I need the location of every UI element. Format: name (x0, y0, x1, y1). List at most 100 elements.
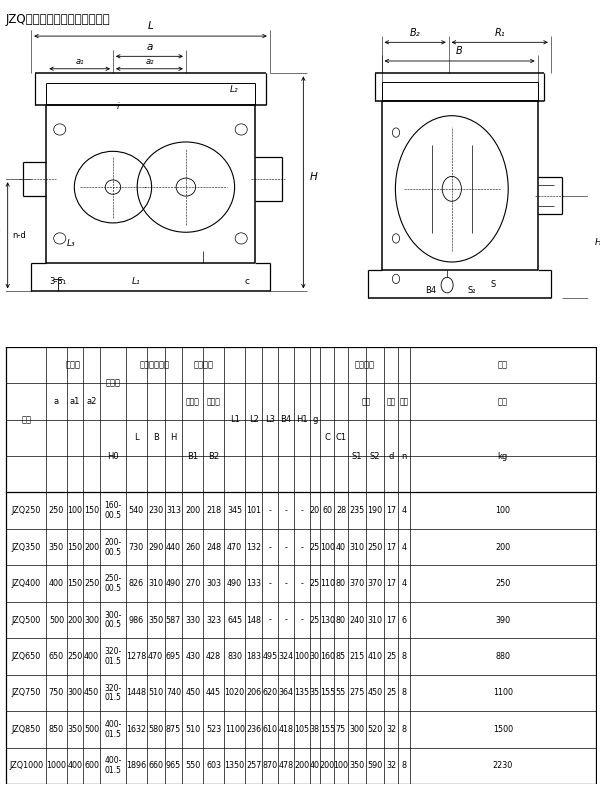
Text: 40: 40 (336, 543, 346, 552)
Text: 183: 183 (246, 652, 261, 661)
Text: 490: 490 (227, 579, 242, 588)
Text: 660: 660 (148, 761, 163, 771)
Text: 25: 25 (386, 652, 397, 661)
Text: 190: 190 (368, 506, 383, 515)
Text: 110: 110 (320, 579, 335, 588)
Text: 28: 28 (336, 506, 346, 515)
Text: 100: 100 (320, 543, 335, 552)
Text: 400: 400 (84, 652, 99, 661)
Text: JZQ型圆柱齿轮减速机基本尺寸: JZQ型圆柱齿轮减速机基本尺寸 (6, 13, 110, 26)
Text: 1020: 1020 (224, 689, 245, 697)
Text: B: B (153, 433, 158, 442)
Text: 236: 236 (246, 725, 261, 734)
Text: 155: 155 (320, 725, 335, 734)
Text: 248: 248 (206, 543, 221, 552)
Text: 160: 160 (320, 652, 335, 661)
Text: 418: 418 (278, 725, 293, 734)
Text: 孔数: 孔数 (400, 397, 409, 406)
Text: 250: 250 (368, 543, 383, 552)
Text: 310: 310 (349, 543, 364, 552)
Text: 38: 38 (310, 725, 320, 734)
Text: 133: 133 (246, 579, 261, 588)
Text: 350: 350 (67, 725, 82, 734)
Text: 1448: 1448 (127, 689, 146, 697)
Text: 850: 850 (49, 725, 64, 734)
Text: H1: H1 (296, 415, 308, 424)
Text: 826: 826 (129, 579, 144, 588)
Text: 323: 323 (206, 615, 221, 625)
Text: 330: 330 (185, 615, 200, 625)
Text: 160-
00.5: 160- 00.5 (104, 501, 122, 520)
Text: S₂: S₂ (467, 286, 476, 295)
Text: 250: 250 (495, 579, 511, 588)
Text: 4: 4 (401, 506, 406, 515)
Text: H: H (170, 433, 176, 442)
Text: 安装尺寸: 安装尺寸 (355, 360, 375, 370)
Text: 645: 645 (227, 615, 242, 625)
Text: JZQ350: JZQ350 (11, 543, 41, 552)
Text: 148: 148 (246, 615, 261, 625)
Text: 550: 550 (185, 761, 200, 771)
Text: 495: 495 (262, 652, 278, 661)
Text: -: - (301, 543, 303, 552)
Text: JZQ750: JZQ750 (11, 689, 41, 697)
Text: 410: 410 (368, 652, 383, 661)
Text: L3: L3 (265, 415, 275, 424)
Text: 100: 100 (496, 506, 511, 515)
Text: 400-
01.5: 400- 01.5 (104, 756, 122, 775)
Text: 低速轴: 低速轴 (206, 397, 221, 406)
Text: -: - (269, 615, 271, 625)
Text: 250-
00.5: 250- 00.5 (104, 574, 122, 593)
Text: 218: 218 (206, 506, 221, 515)
Text: 132: 132 (246, 543, 261, 552)
Text: 75: 75 (336, 725, 346, 734)
Text: JZQ1000: JZQ1000 (9, 761, 43, 771)
Text: 130: 130 (320, 615, 335, 625)
Text: 260: 260 (185, 543, 200, 552)
Text: 1896: 1896 (126, 761, 146, 771)
Text: H: H (310, 173, 317, 182)
Text: L2: L2 (249, 415, 259, 424)
Text: 540: 540 (129, 506, 144, 515)
Text: 478: 478 (278, 761, 293, 771)
Text: 150: 150 (84, 506, 99, 515)
Text: 320-
01.5: 320- 01.5 (104, 647, 122, 666)
Text: 206: 206 (246, 689, 261, 697)
Text: kg: kg (498, 452, 508, 460)
Text: 450: 450 (368, 689, 383, 697)
Text: 445: 445 (206, 689, 221, 697)
Text: 中心高: 中心高 (106, 379, 121, 388)
Text: 490: 490 (166, 579, 181, 588)
Text: 370: 370 (368, 579, 383, 588)
Text: H₀: H₀ (0, 226, 1, 236)
Text: 4: 4 (401, 579, 406, 588)
Text: -: - (284, 506, 287, 515)
Text: 830: 830 (227, 652, 242, 661)
Text: 80: 80 (336, 579, 346, 588)
Text: 中心距: 中心距 (65, 360, 80, 370)
Text: 300: 300 (84, 615, 99, 625)
Text: -: - (284, 543, 287, 552)
Text: 270: 270 (185, 579, 200, 588)
Text: 303: 303 (206, 579, 221, 588)
Text: L: L (148, 21, 154, 32)
Text: 450: 450 (84, 689, 99, 697)
Text: 880: 880 (496, 652, 511, 661)
Text: 390: 390 (495, 615, 511, 625)
Text: 875: 875 (166, 725, 181, 734)
Text: C1: C1 (335, 433, 347, 442)
Text: -: - (301, 506, 303, 515)
Text: 3-S₁: 3-S₁ (50, 277, 67, 285)
Text: S1: S1 (352, 452, 362, 460)
Text: 1100: 1100 (493, 689, 513, 697)
Text: 300-
00.5: 300- 00.5 (104, 611, 122, 630)
Text: 60: 60 (322, 506, 332, 515)
Text: 235: 235 (349, 506, 364, 515)
Text: 8: 8 (401, 725, 406, 734)
Text: H₀: H₀ (595, 237, 600, 247)
Text: 32: 32 (386, 725, 396, 734)
Text: 450: 450 (185, 689, 200, 697)
Text: L₃: L₃ (67, 240, 75, 248)
Text: 600: 600 (84, 761, 99, 771)
Text: JZQ650: JZQ650 (11, 652, 41, 661)
